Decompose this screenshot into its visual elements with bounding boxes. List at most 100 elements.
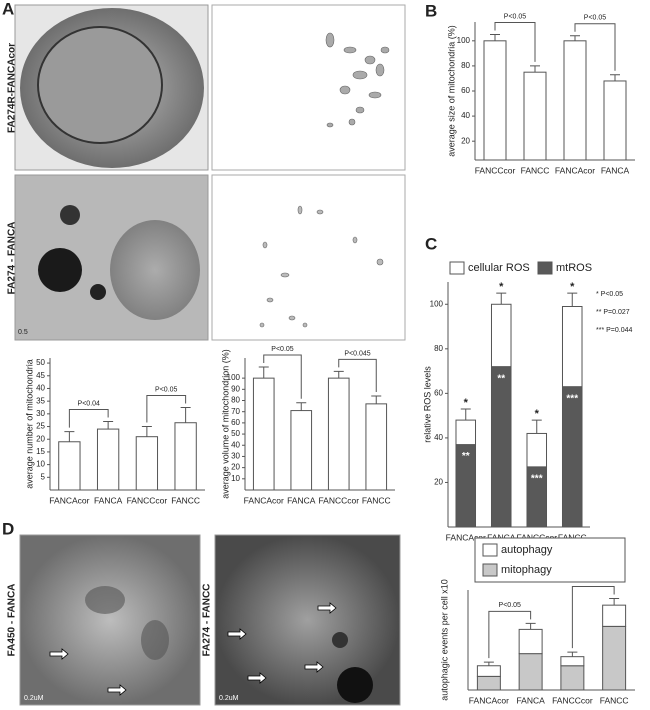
micrograph [214, 534, 401, 706]
bar-segment [455, 419, 477, 446]
error-bar [530, 65, 540, 73]
y-axis-label: average number of mitochondria [24, 359, 34, 489]
error-bar [531, 419, 542, 434]
y-tick-label: 15 [36, 447, 45, 456]
micrograph-label: FA274R-FANCAcor [7, 43, 18, 133]
bar-segment [518, 628, 543, 655]
mitochondrion [85, 586, 125, 614]
legend-swatch [537, 261, 553, 275]
nucleus [110, 220, 200, 320]
x-tick-label: FANCA [601, 165, 630, 175]
x-tick-label: FANCA [516, 695, 545, 705]
y-tick-label: 40 [231, 440, 240, 449]
bracket [68, 408, 109, 428]
error-bar [103, 420, 114, 430]
x-tick-label: FANCC [171, 495, 200, 505]
note: ** P=0.027 [596, 309, 630, 316]
legend-label: cellular ROS [468, 262, 530, 274]
bracket [263, 354, 302, 399]
scale-label: 0.2uM [219, 695, 239, 702]
note: * P<0.05 [596, 291, 623, 298]
panel-label: C [425, 234, 437, 253]
vesicle [38, 248, 82, 292]
bar-segment [560, 656, 585, 667]
y-axis-label: average size of mitochondria (%) [446, 25, 456, 157]
y-tick-label: 60 [231, 418, 240, 427]
error-bar [483, 661, 494, 666]
bar-segment [490, 366, 512, 528]
bar [483, 40, 507, 161]
error-bar [570, 35, 580, 41]
x-tick-label: FANCCcor [127, 495, 168, 505]
significance-marker: *** [531, 474, 543, 485]
vesicle [337, 667, 373, 703]
bar [563, 40, 587, 161]
error-bar [180, 407, 191, 423]
annotation: P<0.05 [499, 602, 521, 609]
nucleus [37, 26, 163, 144]
legend-swatch [449, 261, 465, 275]
error-bar [567, 292, 578, 307]
y-axis-label: autophagic events per cell x10 [439, 579, 449, 701]
y-tick-label: 40 [36, 384, 45, 393]
bar [365, 403, 388, 491]
scale-label: 0.5 [18, 329, 28, 336]
y-tick-label: 30 [36, 409, 45, 418]
y-tick-label: 100 [227, 373, 241, 382]
bracket [488, 610, 532, 659]
x-tick-label: FANCCcor [516, 532, 557, 542]
bar-segment [602, 625, 627, 691]
y-tick-label: 10 [36, 460, 45, 469]
annotation: P<0.05 [271, 346, 293, 353]
significance-marker: * [570, 281, 575, 293]
mitochondria-3d [259, 205, 384, 328]
significance-marker: *** [566, 393, 578, 404]
y-tick-label: 80 [231, 396, 240, 405]
error-bar [490, 34, 500, 41]
legend-swatch [482, 563, 498, 577]
y-tick-label: 50 [36, 358, 45, 367]
mitochondria-3d [325, 32, 390, 128]
bar-segment [476, 665, 501, 677]
x-tick-label: FANCAcor [244, 495, 284, 505]
error-bar [460, 408, 471, 421]
legend-swatch [482, 543, 498, 557]
significance-marker: * [499, 281, 504, 293]
y-axis-label: average volume of mitochondrion (%) [220, 349, 230, 499]
micrograph-label: FA274 - FANCC [202, 584, 213, 657]
y-tick-label: 60 [434, 388, 443, 397]
significance-marker: ** [462, 451, 470, 462]
error-bar [371, 395, 382, 404]
bar [327, 377, 350, 491]
micrograph-label: FA274 - FANCA [7, 222, 18, 295]
bar [174, 422, 197, 491]
micrograph-label: FA450 - FANCA [7, 584, 18, 657]
bar [523, 71, 547, 161]
bar [603, 80, 627, 161]
significance-marker: ** [497, 373, 505, 384]
bracket [338, 358, 377, 393]
bar-segment [518, 653, 543, 691]
y-tick-label: 35 [36, 396, 45, 405]
bar-segment [561, 386, 583, 528]
y-tick-label: 40 [461, 111, 470, 120]
x-tick-label: FANCCcor [552, 695, 593, 705]
significance-marker: * [464, 397, 469, 409]
bar [290, 410, 313, 491]
y-tick-label: 80 [461, 61, 470, 70]
bar-segment [476, 675, 501, 691]
error-bar [525, 622, 536, 630]
error-bar [610, 74, 620, 81]
x-tick-label: FANCCcor [475, 165, 516, 175]
x-tick-label: FANCC [521, 165, 550, 175]
x-tick-label: FANCA [287, 495, 316, 505]
reconstruction [211, 174, 406, 341]
vesicle [90, 284, 106, 300]
y-axis-label: relative ROS levels [422, 366, 432, 443]
x-tick-label: FANCAcor [446, 532, 486, 542]
legend-box [474, 537, 626, 583]
y-tick-label: 20 [231, 463, 240, 472]
bar-segment [490, 303, 512, 368]
